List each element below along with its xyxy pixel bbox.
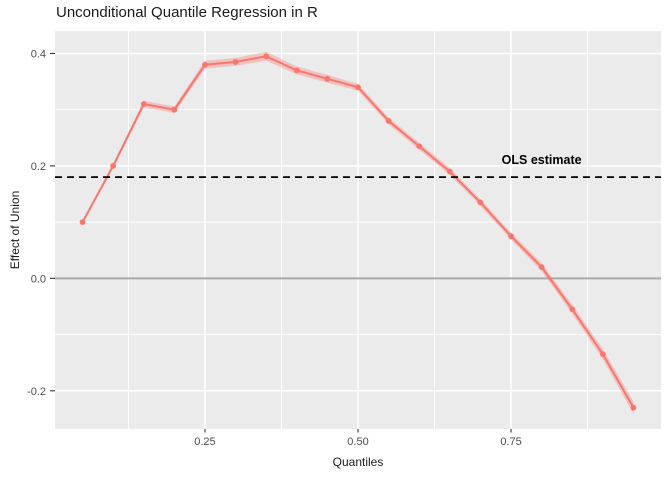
y-tick-label: 0.4 — [31, 48, 46, 60]
data-point — [477, 199, 484, 206]
data-point — [385, 118, 392, 124]
data-point — [263, 53, 270, 60]
data-point — [202, 61, 208, 68]
data-point — [355, 84, 361, 91]
ols-estimate-label: OLS estimate — [501, 153, 582, 168]
data-point — [538, 264, 545, 271]
y-axis-title: Effect of Union — [8, 190, 22, 270]
data-point — [110, 163, 117, 169]
y-tick-label: 0.2 — [31, 161, 46, 173]
data-point — [79, 219, 86, 226]
plot-title: Unconditional Quantile Regression in R — [56, 4, 318, 21]
data-point — [599, 351, 606, 358]
data-point — [140, 101, 147, 107]
x-tick-label: 0.75 — [500, 436, 521, 448]
data-point — [508, 233, 514, 240]
x-tick-label: 0.50 — [347, 436, 368, 448]
data-point — [293, 67, 300, 74]
data-point — [324, 75, 331, 82]
data-point — [232, 59, 239, 65]
x-tick-label: 0.25 — [194, 436, 215, 448]
data-point — [446, 168, 453, 175]
data-point — [171, 106, 178, 113]
data-point — [630, 404, 637, 411]
data-point — [569, 306, 576, 313]
x-axis-title: Quantiles — [332, 455, 384, 469]
data-point — [416, 143, 423, 150]
y-tick-label: -0.2 — [27, 386, 46, 398]
y-tick-label: 0.0 — [31, 273, 46, 285]
